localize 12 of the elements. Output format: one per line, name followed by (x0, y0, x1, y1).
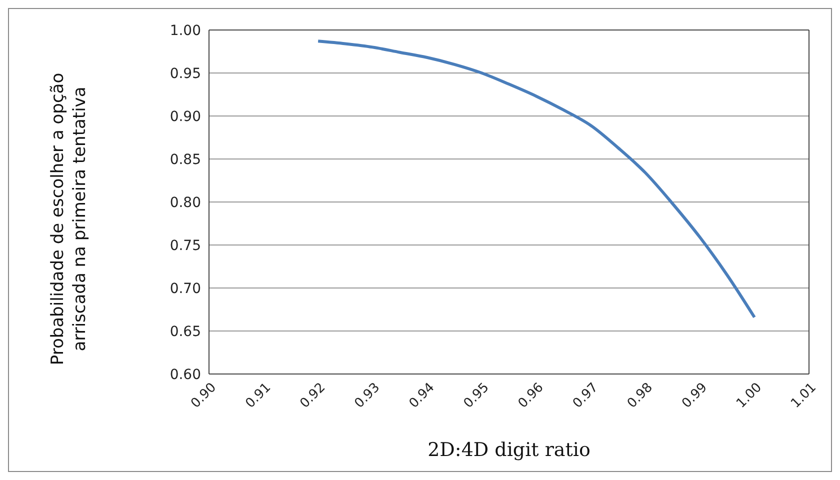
x-axis-title: 2D:4D digit ratio (426, 439, 592, 461)
y-axis-title: Probabilidade de escolher a opção arriscada na primeira tentativa (47, 72, 91, 368)
y-tick-label: 0.60 (170, 366, 201, 383)
y-tick-label: 1.00 (170, 22, 201, 39)
y-tick-label: 0.95 (170, 66, 201, 82)
y-tick-label: 0.85 (170, 152, 201, 168)
y-tick-label: 0.70 (170, 280, 201, 297)
y-tick-label: 0.65 (170, 324, 201, 340)
y-tick-label: 0.75 (170, 238, 201, 254)
y-tick-label: 0.90 (170, 108, 201, 125)
line-series (316, 40, 756, 319)
y-tick-label: 0.80 (170, 194, 201, 211)
